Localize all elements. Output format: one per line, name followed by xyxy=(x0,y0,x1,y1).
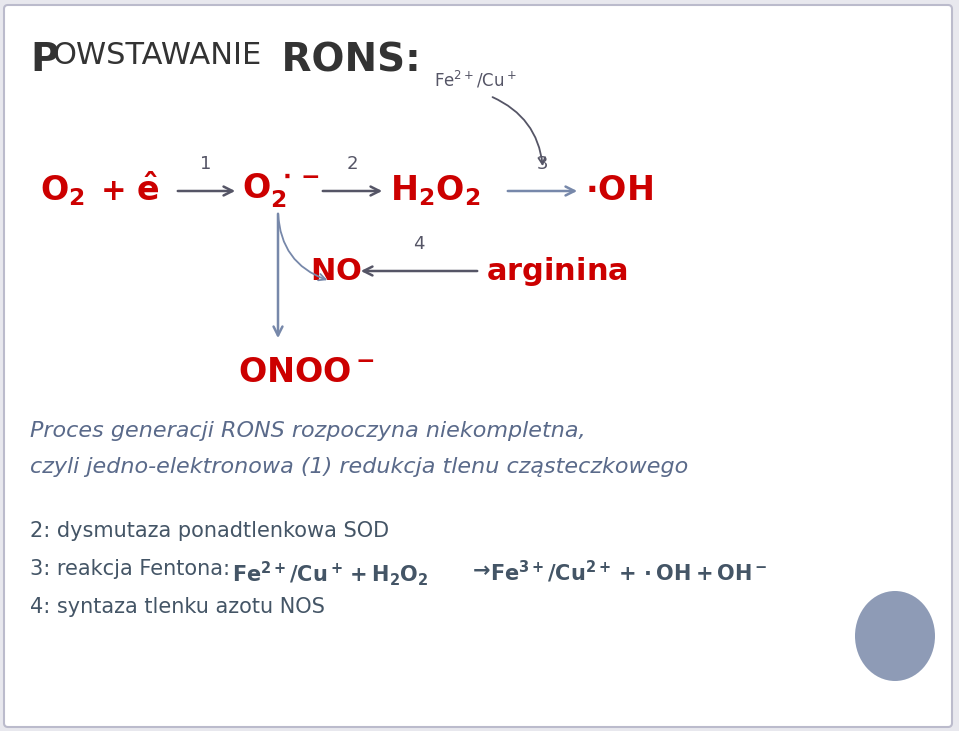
Text: $\mathbf{\cdot OH}$: $\mathbf{\cdot OH}$ xyxy=(585,175,653,208)
Text: $\mathbf{\rightarrow}$: $\mathbf{\rightarrow}$ xyxy=(468,559,491,579)
Text: 2: 2 xyxy=(346,155,358,173)
Text: $\mathbf{NO}$: $\mathbf{NO}$ xyxy=(310,257,362,286)
Text: $\mathbf{O_2}$: $\mathbf{O_2}$ xyxy=(40,174,85,208)
Text: P: P xyxy=(30,41,58,79)
Text: czyli jedno-elektronowa (1) redukcja tlenu cząsteczkowego: czyli jedno-elektronowa (1) redukcja tle… xyxy=(30,457,689,477)
Text: $\mathbf{O_2^{\ \bullet-}}$: $\mathbf{O_2^{\ \bullet-}}$ xyxy=(242,172,320,211)
Text: Fe$^{2+}$/Cu$^+$: Fe$^{2+}$/Cu$^+$ xyxy=(433,70,517,91)
Text: Proces generacji RONS rozpoczyna niekompletna,: Proces generacji RONS rozpoczyna niekomp… xyxy=(30,421,586,441)
Text: OWSTAWANIE: OWSTAWANIE xyxy=(52,41,261,70)
Text: $\mathbf{Fe^{3+}/Cu^{2+} + \cdot OH + OH^-}$: $\mathbf{Fe^{3+}/Cu^{2+} + \cdot OH + OH… xyxy=(490,559,767,586)
Text: $\mathbf{arginina}$: $\mathbf{arginina}$ xyxy=(486,254,628,287)
Text: $\mathbf{+}$: $\mathbf{+}$ xyxy=(100,176,124,205)
Text: $\mathbf{H_2O_2}$: $\mathbf{H_2O_2}$ xyxy=(390,174,480,208)
Text: 3: reakcja Fentona:: 3: reakcja Fentona: xyxy=(30,559,237,579)
Ellipse shape xyxy=(855,591,935,681)
Text: 4: syntaza tlenku azotu NOS: 4: syntaza tlenku azotu NOS xyxy=(30,597,325,617)
FancyBboxPatch shape xyxy=(4,5,952,727)
Text: 4: 4 xyxy=(413,235,425,253)
Text: 1: 1 xyxy=(200,155,212,173)
Text: $\mathbf{\hat{e}}$: $\mathbf{\hat{e}}$ xyxy=(136,175,159,208)
Text: $\mathbf{ONOO^-}$: $\mathbf{ONOO^-}$ xyxy=(238,356,375,389)
Text: 2: dysmutaza ponadtlenkowa SOD: 2: dysmutaza ponadtlenkowa SOD xyxy=(30,521,389,541)
Text: 3: 3 xyxy=(536,155,548,173)
Text: $\mathbf{Fe^{2+}/Cu^+ + H_2O_2}$: $\mathbf{Fe^{2+}/Cu^+ + H_2O_2}$ xyxy=(232,559,429,588)
Text: RONS:: RONS: xyxy=(268,41,421,79)
